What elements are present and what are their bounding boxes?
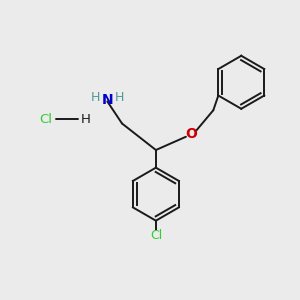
Text: H: H <box>90 92 100 104</box>
Text: H: H <box>81 112 91 126</box>
Text: O: O <box>185 127 197 141</box>
Text: N: N <box>101 93 113 107</box>
Text: H: H <box>115 92 124 104</box>
Text: Cl: Cl <box>150 229 162 242</box>
Text: Cl: Cl <box>39 112 52 126</box>
